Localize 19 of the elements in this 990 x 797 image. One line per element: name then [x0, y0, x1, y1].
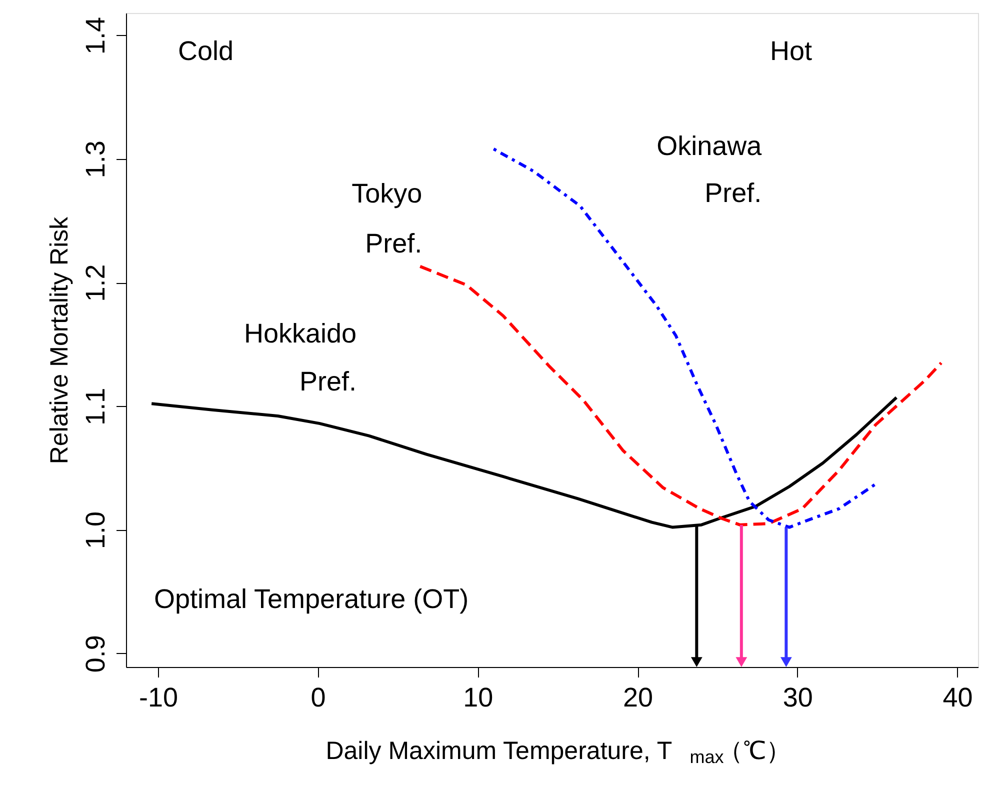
y-tick-label: 0.9: [80, 635, 110, 673]
y-axis-title: Relative Mortality Risk: [46, 216, 74, 464]
x-tick-label: 40: [942, 682, 973, 712]
y-tick-label: 1.4: [80, 16, 110, 55]
annotation: Optimal Temperature (OT): [154, 584, 469, 614]
series-label: Tokyo Pref.: [352, 178, 422, 258]
y-tick-label: 1.1: [80, 388, 110, 426]
x-tick-label: -10: [138, 682, 178, 712]
x-tick-label: 20: [622, 682, 654, 712]
y-tick-label: 1.0: [80, 512, 110, 550]
annotation: Cold: [178, 36, 234, 66]
text: Okinawa Pref.: [656, 130, 763, 208]
x-tick-label: 30: [782, 682, 813, 712]
series-label: Hokkaido Pref.: [244, 318, 357, 397]
x-tick-label: 0: [310, 682, 326, 712]
x-tick-label: 10: [463, 682, 494, 712]
annotation: Hot: [770, 36, 813, 66]
y-tick-label: 1.2: [80, 264, 110, 302]
y-tick-label: 1.3: [80, 140, 110, 178]
